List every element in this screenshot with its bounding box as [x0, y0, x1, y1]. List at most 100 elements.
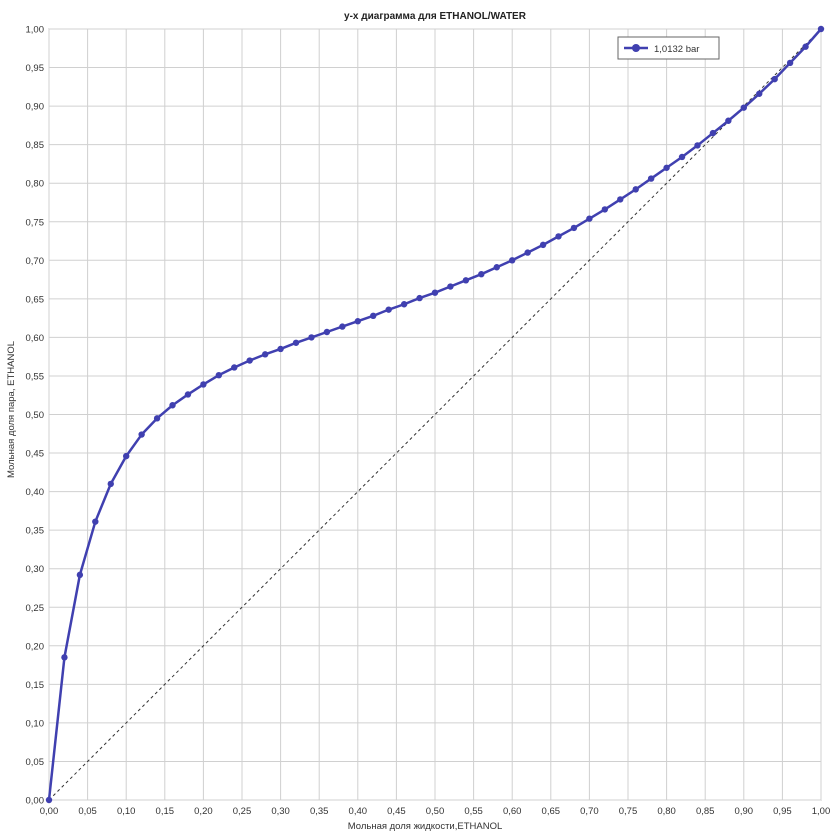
y-tick-labels: 0,00 0,05 0,10 0,15 0,20 0,25 0,30 0,35 0,40 0,45… — [26, 25, 45, 807]
data-point — [76, 571, 84, 579]
y-tick-label: 1,00 — [26, 25, 45, 36]
data-point — [138, 431, 145, 438]
diagonal-line — [48, 28, 822, 801]
data-point — [771, 75, 778, 83]
data-point — [107, 480, 114, 488]
x-tick-label: 0,10 — [117, 806, 136, 817]
data-point — [663, 164, 670, 171]
x-tick-label: 0,00 — [40, 806, 59, 817]
x-tick-label: 0,90 — [735, 806, 754, 817]
data-point — [431, 289, 439, 296]
y-tick-label: 0,95 — [26, 63, 45, 74]
data-point — [524, 249, 531, 256]
y-tick-label: 0,35 — [26, 526, 45, 537]
data-point — [678, 153, 686, 161]
data-point — [400, 301, 408, 308]
data-point — [292, 339, 300, 346]
x-tick-label: 0,75 — [619, 806, 638, 817]
x-tick-label: 1,00 — [812, 806, 831, 817]
y-tick-label: 0,85 — [26, 140, 45, 151]
data-point — [493, 264, 500, 271]
data-point — [339, 323, 346, 330]
data-point — [539, 241, 547, 249]
y-tick-label: 0,00 — [26, 796, 45, 807]
x-tick-label: 0,65 — [542, 806, 561, 817]
x-tick-label: 0,35 — [310, 806, 329, 817]
y-axis-label: Мольная доля пара, ETHANOL — [6, 341, 17, 478]
data-point — [462, 277, 470, 284]
data-point — [478, 270, 485, 278]
data-point — [447, 283, 454, 290]
y-tick-label: 0,50 — [26, 410, 45, 421]
y-tick-label: 0,75 — [26, 217, 45, 228]
y-tick-label: 0,25 — [26, 603, 45, 614]
y-tick-label: 0,45 — [26, 449, 45, 460]
legend-entry-label: 1,0132 bar — [654, 44, 699, 55]
data-point — [756, 90, 763, 97]
data-point — [370, 312, 377, 320]
data-point — [354, 318, 361, 325]
series-1-points — [45, 25, 825, 804]
legend-box — [617, 36, 720, 60]
grid-lines — [48, 28, 822, 801]
data-point — [632, 186, 639, 193]
data-point — [802, 43, 809, 50]
data-point — [555, 233, 562, 240]
data-point — [92, 518, 99, 525]
y-tick-label: 0,70 — [26, 256, 45, 267]
x-tick-label: 0,40 — [349, 806, 368, 817]
x-tick-label: 0,30 — [271, 806, 290, 817]
x-tick-label: 0,45 — [387, 806, 406, 817]
data-point — [385, 306, 392, 313]
x-tick-label: 0,20 — [194, 806, 213, 817]
y-tick-label: 0,55 — [26, 371, 45, 382]
legend-marker — [632, 44, 640, 52]
x-tick-label: 0,70 — [580, 806, 599, 817]
data-point — [416, 294, 423, 302]
data-point — [647, 175, 655, 182]
x-tick-label: 0,25 — [233, 806, 252, 817]
y-tick-label: 0,90 — [26, 102, 45, 113]
data-point — [277, 345, 284, 353]
x-tick-labels: 0,00 0,05 0,10 0,15 0,20 0,25 0,30 0,35 0,40 0,45… — [40, 806, 831, 817]
data-point — [323, 328, 331, 336]
y-tick-label: 0,40 — [26, 487, 45, 498]
x-axis-label: Мольная доля жидкости,ETHANOL — [348, 821, 503, 832]
y-tick-label: 0,10 — [26, 718, 45, 729]
data-point — [153, 415, 161, 422]
data-point — [169, 402, 176, 409]
data-point — [617, 196, 624, 203]
y-tick-label: 0,15 — [26, 680, 45, 691]
data-point — [61, 654, 68, 661]
y-tick-label: 0,60 — [26, 333, 45, 344]
data-point — [45, 796, 53, 804]
data-point — [246, 357, 253, 364]
data-point — [123, 452, 130, 460]
y-tick-label: 0,05 — [26, 757, 45, 768]
data-point — [709, 129, 717, 137]
data-point — [261, 351, 269, 358]
y-tick-label: 0,65 — [26, 294, 45, 305]
data-point — [215, 371, 223, 379]
x-tick-label: 0,95 — [773, 806, 792, 817]
data-point — [200, 381, 207, 388]
data-point — [308, 334, 315, 341]
data-point — [786, 59, 794, 67]
y-tick-label: 0,80 — [26, 179, 45, 190]
data-point — [817, 25, 825, 33]
x-tick-label: 0,55 — [464, 806, 483, 817]
data-point — [725, 117, 732, 124]
x-tick-label: 0,15 — [156, 806, 175, 817]
y-tick-label: 0,30 — [26, 564, 45, 575]
x-tick-label: 0,05 — [78, 806, 97, 817]
y-tick-label: 0,20 — [26, 641, 45, 652]
data-point — [601, 206, 609, 213]
diagonal-reference-series — [48, 28, 822, 801]
data-point — [231, 364, 238, 371]
chart-title: y-x диаграмма для ETHANOL/WATER — [344, 11, 527, 22]
data-point — [694, 142, 701, 149]
x-tick-label: 0,60 — [503, 806, 522, 817]
data-point — [586, 215, 593, 222]
data-point — [184, 391, 192, 398]
